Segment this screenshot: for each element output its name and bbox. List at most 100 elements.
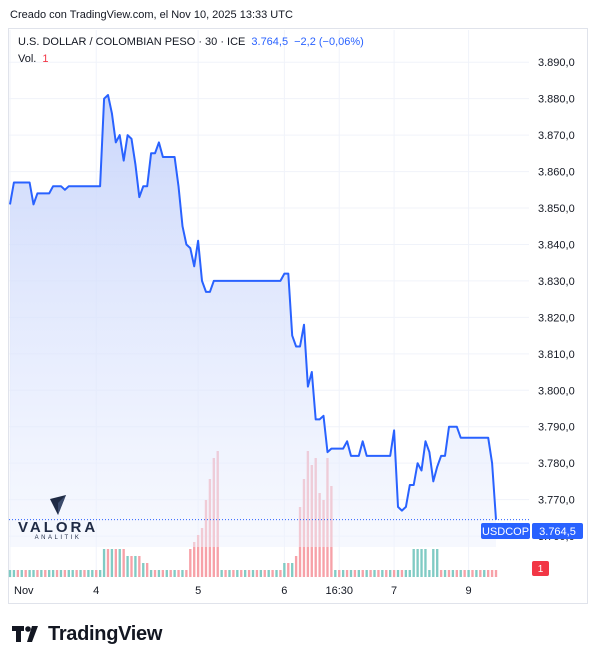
volume-bar <box>377 570 380 577</box>
price-badge <box>532 523 583 539</box>
volume-bar <box>40 570 43 577</box>
volume-bar <box>32 570 35 577</box>
volume-bar <box>55 570 59 577</box>
volume-bar <box>392 570 396 577</box>
volume-bar <box>404 570 408 577</box>
valora-watermark: VALORA ANALITIK <box>18 495 98 541</box>
volume-bar <box>220 570 223 577</box>
y-tick-label: 3.790,0 <box>538 422 575 434</box>
y-tick-label: 3.800,0 <box>538 385 575 397</box>
volume-bar <box>142 563 145 577</box>
volume-bar <box>400 570 404 577</box>
volume-bar <box>385 570 388 577</box>
volume-bar <box>153 570 157 577</box>
volume-bar <box>20 570 23 577</box>
volume-bar <box>447 570 451 577</box>
volume-bar <box>467 570 470 577</box>
volume-bar <box>161 570 165 577</box>
volume-bar <box>475 570 478 577</box>
volume-bar <box>91 570 94 577</box>
created-caption: Creado con TradingView.com, el Nov 10, 2… <box>10 9 293 21</box>
legend-price: 3.764,5 <box>251 36 289 48</box>
volume-bar <box>361 570 364 577</box>
valora-name: VALORA <box>18 519 99 536</box>
symbol-legend[interactable]: U.S. DOLLAR / COLOMBIAN PESO · 30 · ICE 3… <box>18 36 364 48</box>
volume-legend[interactable]: Vol. 1 <box>18 53 48 65</box>
volume-bar <box>79 570 82 577</box>
volume-bar <box>271 570 274 577</box>
volume-bar <box>16 570 20 577</box>
volume-bar <box>98 570 102 577</box>
volume-bar <box>381 570 384 577</box>
y-tick-label: 3.770,0 <box>538 495 575 507</box>
volume-bar <box>275 570 278 577</box>
x-tick-label: 7 <box>391 585 397 597</box>
volume-bar <box>396 570 400 577</box>
volume-bar <box>451 570 455 577</box>
price-axis[interactable]: 3.890,0 3.880,0 3.870,0 3.860,0 3.850,0 3.840… <box>538 57 575 543</box>
legend-change: −2,2 (−0,06%) <box>294 36 364 48</box>
volume-bar <box>95 570 98 577</box>
volume-bar <box>486 570 490 577</box>
y-tick-label: 3.880,0 <box>538 94 575 106</box>
volume-bar <box>149 570 153 577</box>
volume-bar <box>169 570 172 577</box>
y-tick-label: 3.780,0 <box>538 458 575 470</box>
volume-bar <box>267 570 270 577</box>
volume-bar <box>193 542 196 577</box>
volume-bar <box>236 570 239 577</box>
y-tick-label: 3.810,0 <box>538 349 575 361</box>
volume-bar <box>224 570 227 577</box>
volume-bar <box>365 570 368 577</box>
volume-bar <box>420 549 423 577</box>
x-tick-label: 16:30 <box>325 585 353 597</box>
volume-bar <box>283 563 286 577</box>
volume-bar <box>189 549 192 577</box>
volume-bar <box>436 549 439 577</box>
x-tick-label: Nov <box>14 585 34 597</box>
volume-bar <box>490 570 494 577</box>
volume-bar <box>432 549 435 577</box>
volume-bar <box>357 570 360 577</box>
time-axis[interactable]: Nov 4 5 6 16:30 7 9 <box>14 585 472 597</box>
volume-bar <box>75 570 78 577</box>
tradingview-brand[interactable]: TradingView <box>12 623 162 646</box>
volume-bar <box>291 563 294 577</box>
volume-badge <box>532 561 549 576</box>
volume-bar <box>349 570 353 577</box>
volume-label: Vol. <box>18 53 37 65</box>
volume-bar <box>439 570 443 577</box>
tradingview-logo-icon <box>12 625 38 642</box>
y-tick-label: 3.850,0 <box>538 203 575 215</box>
x-tick-label: 4 <box>93 585 99 597</box>
volume-bar <box>63 570 67 577</box>
volume-bar <box>200 528 204 577</box>
volume-bar <box>251 570 255 577</box>
volume-bar <box>83 570 86 577</box>
volume-bar <box>416 549 419 577</box>
volume-bar <box>181 570 184 577</box>
y-tick-label: 3.870,0 <box>538 130 575 142</box>
volume-bar <box>338 570 341 577</box>
y-tick-label: 3.890,0 <box>538 57 575 69</box>
volume-bar <box>102 549 106 577</box>
volume-bar <box>173 570 176 577</box>
volume-badge-label: 1 <box>538 564 544 575</box>
volume-value: 1 <box>42 53 49 65</box>
volume-bar <box>59 570 63 577</box>
volume-bar <box>165 570 168 577</box>
volume-bar <box>28 570 31 577</box>
volume-bar <box>134 556 137 577</box>
volume-bar <box>455 570 458 577</box>
symbol-title: U.S. DOLLAR / COLOMBIAN PESO · 30 · ICE <box>18 36 246 48</box>
volume-bar <box>87 570 90 577</box>
volume-bar <box>24 570 27 577</box>
valora-logo-icon <box>50 495 66 515</box>
x-tick-label: 5 <box>195 585 201 597</box>
volume-bar <box>228 570 231 577</box>
volume-bar <box>279 570 282 577</box>
volume-bar <box>369 570 372 577</box>
price-badge-label: 3.764,5 <box>539 526 576 538</box>
volume-bar <box>428 570 431 577</box>
